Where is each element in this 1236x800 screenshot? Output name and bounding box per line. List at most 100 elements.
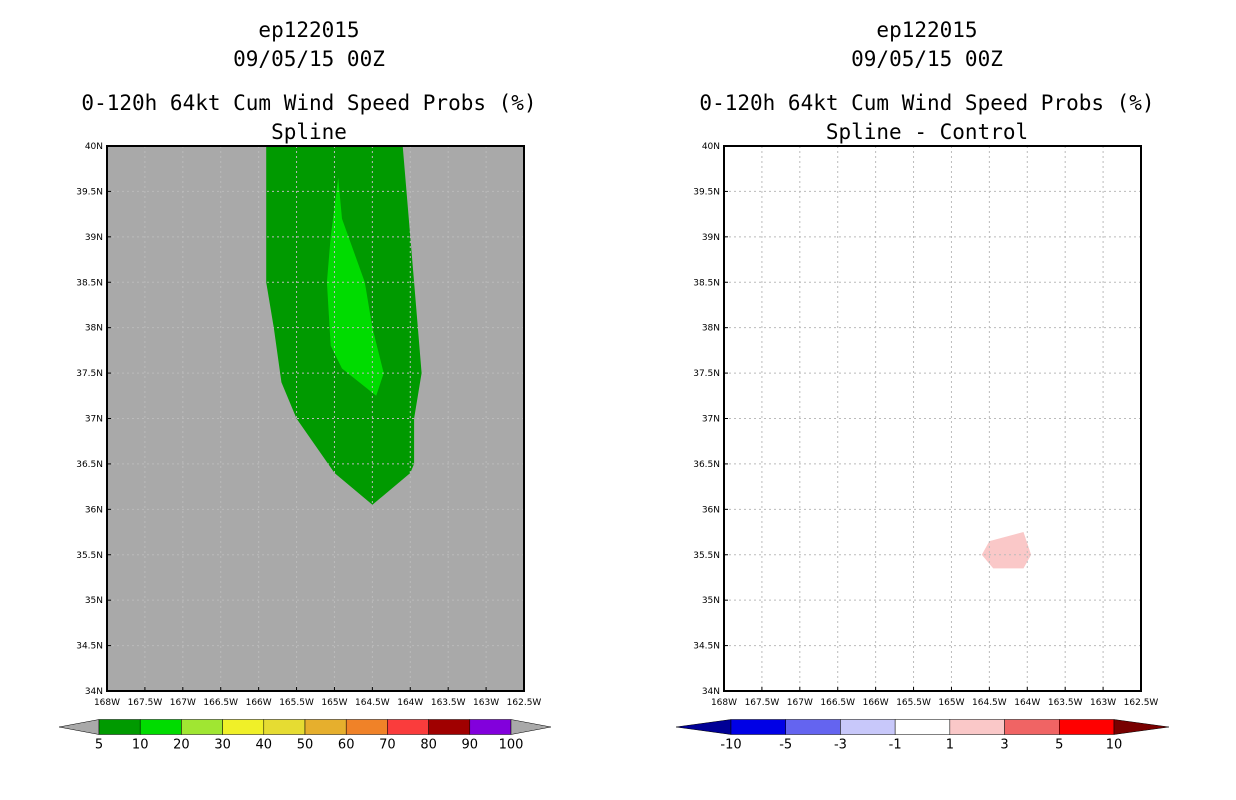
right-y-tick-label: 36N — [702, 505, 720, 515]
right-x-tick-label: 162.5W — [1124, 698, 1159, 708]
left-colorbar-swatch — [139, 719, 182, 735]
right-y-tick-label: 38N — [702, 324, 720, 334]
left-y-tick-label: 38N — [85, 324, 103, 334]
left-y-tick-label: 35.5N — [76, 551, 103, 561]
right-y-tick-label: 39.5N — [693, 187, 720, 197]
right-y-tick-label: 35N — [702, 596, 720, 606]
left-y-tick-label: 34.5N — [76, 642, 103, 652]
right-colorbar-high-arrow — [1113, 719, 1170, 735]
left-region-10-20 — [326, 177, 384, 396]
left-colorbar-label: 90 — [462, 738, 479, 753]
right-x-tick-label: 163.5W — [1048, 698, 1083, 708]
right-x-tick-label: 168W — [711, 698, 737, 708]
left-y-tick-label: 39.5N — [76, 187, 103, 197]
left-colorbar-low-arrow — [58, 719, 100, 735]
left-x-tick-label: 164.5W — [355, 698, 390, 708]
right-y-tick-label: 38.5N — [693, 278, 720, 288]
left-x-tick-label: 166.5W — [203, 698, 238, 708]
right-colorbar-label: 3 — [1000, 738, 1008, 753]
left-x-tick-label: 165W — [321, 698, 347, 708]
right-y-tick-label: 34N — [702, 687, 720, 697]
right-colorbar-label: 5 — [1055, 738, 1063, 753]
left-colorbar-swatch — [263, 719, 306, 735]
right-colorbar-label: 1 — [946, 738, 954, 753]
left-x-tick-label: 165.5W — [279, 698, 314, 708]
left-x-tick-label: 167W — [170, 698, 196, 708]
right-x-tick-label: 163W — [1090, 698, 1116, 708]
right-colorbar-label: -5 — [779, 738, 792, 753]
right-colorbar-swatch — [894, 719, 951, 735]
right-colorbar-swatch — [1004, 719, 1060, 735]
left-colorbar-label: 30 — [214, 738, 231, 753]
right-title: 0-120h 64kt Cum Wind Speed Probs (%) — [699, 91, 1155, 115]
left-y-tick-label: 37N — [85, 415, 103, 425]
right-y-tick-label: 34.5N — [693, 642, 720, 652]
left-colorbar-label: 100 — [499, 738, 524, 753]
left-x-tick-label: 167.5W — [128, 698, 163, 708]
right-y-tick-label: 39N — [702, 233, 720, 243]
left-colorbar-swatch — [469, 719, 512, 735]
left-colorbar-label: 60 — [338, 738, 355, 753]
right-y-tick-label: 35.5N — [693, 551, 720, 561]
left-chart-canvas: 168W 167.5W 167W 166.5W 166W 165.5W 165W 164.5W… — [58, 142, 552, 753]
right-colorbar-swatch — [840, 719, 896, 735]
right-x-tick-label: 165.5W — [896, 698, 931, 708]
left-x-tick-label: 162.5W — [507, 698, 542, 708]
left-y-tick-label: 39N — [85, 233, 103, 243]
right-plot-frame — [723, 145, 1142, 692]
right-colorbar-low-arrow — [675, 719, 732, 735]
left-y-tick-label: 36N — [85, 505, 103, 515]
left-colorbar-swatch — [98, 719, 141, 735]
left-plot-frame — [106, 145, 525, 692]
left-y-tick-label: 37.5N — [76, 369, 103, 379]
left-subtitle: Spline — [271, 120, 347, 144]
right-y-tick-label: 37N — [702, 415, 720, 425]
left-chart-panel: ep122015 09/05/15 00Z 0-120h 64kt Cum Wi… — [58, 18, 552, 753]
right-x-tick-label: 164W — [1014, 698, 1040, 708]
left-colorbar-swatch — [428, 719, 471, 735]
left-colorbar-label: 70 — [379, 738, 396, 753]
left-colorbar-high-arrow — [510, 719, 552, 735]
left-x-tick-label: 163.5W — [431, 698, 466, 708]
left-colorbar-label: 50 — [297, 738, 314, 753]
left-storm-id: ep122015 — [258, 18, 360, 42]
right-colorbar-label: 10 — [1106, 738, 1123, 753]
right-plot-background — [724, 146, 1141, 691]
left-y-tick-label: 36.5N — [76, 460, 103, 470]
left-y-tick-label: 35N — [85, 596, 103, 606]
left-colorbar-label: 5 — [95, 738, 103, 753]
right-subtitle: Spline - Control — [825, 120, 1029, 144]
right-x-tick-label: 167.5W — [745, 698, 780, 708]
right-datetime: 09/05/15 00Z — [851, 47, 1003, 71]
right-colorbar-label: -10 — [720, 738, 741, 753]
right-region-1-3 — [981, 532, 1032, 569]
left-y-tick-label: 38.5N — [76, 278, 103, 288]
right-storm-id: ep122015 — [876, 18, 978, 42]
right-colorbar-swatch — [1059, 719, 1115, 735]
right-chart-canvas: 168W 167.5W 167W 166.5W 166W 165.5W 165W 164.5W… — [675, 142, 1170, 753]
left-colorbar-label: 40 — [256, 738, 273, 753]
left-colorbar-swatch — [181, 719, 223, 735]
right-y-tick-label: 40N — [702, 142, 720, 152]
right-colorbar-swatch — [785, 719, 841, 735]
left-x-tick-label: 166W — [246, 698, 272, 708]
left-colorbar-swatch — [304, 719, 347, 735]
left-y-tick-label: 34N — [85, 687, 103, 697]
left-colorbar-label: 80 — [420, 738, 437, 753]
right-y-tick-label: 36.5N — [693, 460, 720, 470]
right-colorbar-swatch — [949, 719, 1005, 735]
left-colorbar-swatch — [222, 719, 265, 735]
right-y-tick-label: 37.5N — [693, 369, 720, 379]
right-colorbar-label: -3 — [834, 738, 847, 753]
right-x-tick-label: 166W — [863, 698, 889, 708]
right-x-tick-label: 166.5W — [820, 698, 855, 708]
left-colorbar-swatch — [387, 719, 429, 735]
left-colorbar-swatch — [345, 719, 388, 735]
left-x-tick-label: 168W — [94, 698, 120, 708]
right-colorbar-swatch — [730, 719, 786, 735]
right-x-tick-label: 164.5W — [972, 698, 1007, 708]
left-y-tick-label: 40N — [85, 142, 103, 152]
left-x-tick-label: 164W — [397, 698, 423, 708]
left-title: 0-120h 64kt Cum Wind Speed Probs (%) — [81, 91, 537, 115]
right-colorbar-label: -1 — [889, 738, 902, 753]
